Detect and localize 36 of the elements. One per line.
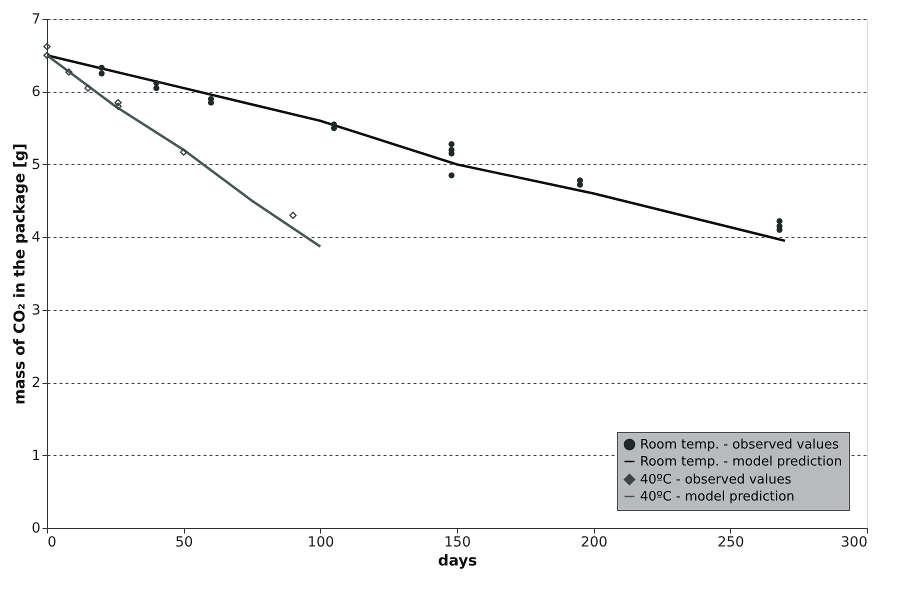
y-tick-label: 3 (32, 302, 40, 318)
point (289, 212, 297, 219)
x-axis-title: days (438, 552, 478, 570)
x-tick-label: 50 (175, 534, 194, 550)
y-tick-label: 0 (32, 520, 40, 536)
point (776, 218, 783, 224)
y-tick-label: 1 (32, 448, 40, 464)
point (114, 98, 122, 106)
y-tick-label: 6 (32, 84, 41, 100)
x-tick-label: 250 (717, 534, 744, 550)
point (65, 68, 73, 76)
point (43, 42, 51, 50)
x-tick-label: 200 (580, 534, 608, 550)
legend-label: 40ºC - model prediction (640, 490, 795, 504)
point (98, 64, 105, 71)
point (448, 172, 455, 178)
x-tick-label: 150 (444, 534, 471, 550)
legend-label: 40ºC - observed values (640, 472, 792, 488)
point (114, 102, 122, 110)
x-tick-label: 0 (48, 534, 56, 550)
x-tick-label: 100 (307, 534, 334, 550)
point (98, 70, 105, 77)
point (84, 84, 92, 92)
y-tick-label: 4 (32, 230, 41, 246)
y-tick-label: 5 (32, 156, 40, 173)
point (153, 85, 160, 92)
point (448, 141, 455, 148)
legend-label: Room temp. - observed values (640, 438, 840, 452)
x-tick-label: 300 (840, 534, 868, 550)
y-tick-label: 2 (32, 375, 40, 392)
legend-label: Room temp. - model prediction (640, 454, 842, 470)
point (43, 52, 51, 60)
point (153, 80, 160, 86)
y-axis-title: mass of CO₂ in the package [g] (10, 143, 29, 405)
y-tick-label: 7 (32, 12, 40, 28)
point (180, 148, 188, 156)
